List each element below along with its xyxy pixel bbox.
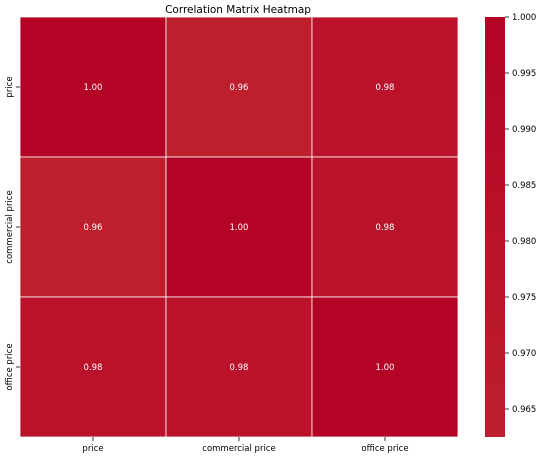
colorbar-tick-label-6: 0.995 [512, 69, 536, 79]
column-tick-labels: price commercial price office price [82, 437, 409, 454]
heatmap-cell-r0-c2 [311, 16, 459, 158]
cell-value-label-r1-c2: 0.98 [376, 223, 395, 233]
heatmap-cell-r0-c1 [165, 16, 313, 158]
cell-value-label-r1-c1: 1.00 [230, 223, 249, 233]
cell-value-label-r1-c0: 0.96 [84, 223, 103, 233]
colorbar-tick-label-1: 0.970 [512, 349, 536, 359]
heatmap-cells: 1.00 0.96 0.98 0.96 1.00 0.98 0.98 0.98 1.00 [19, 16, 459, 438]
colorbar-gradient [485, 17, 505, 437]
colorbar-tick-label-5: 0.990 [512, 125, 536, 135]
chart-title: Correlation Matrix Heatmap [165, 4, 311, 16]
heatmap-cell-r1-c1 [165, 156, 313, 298]
cell-value-label-r2-c1: 0.98 [230, 363, 249, 373]
heatmap-cell-r2-c0 [19, 296, 167, 438]
heatmap-cell-r1-c2 [311, 156, 459, 298]
row-tick-label-0: price [5, 76, 15, 97]
cell-value-label-r0-c2: 0.98 [376, 83, 395, 93]
row-tick-labels: price commercial price office price [5, 76, 20, 391]
cell-value-label-r2-c2: 1.00 [376, 363, 395, 373]
cell-value-label-r0-c1: 0.96 [230, 83, 249, 93]
row-tick-label-1: commercial price [5, 190, 15, 263]
heatmap-cell-r1-c0 [19, 156, 167, 298]
col-tick-label-0: price [82, 444, 103, 454]
colorbar-tick-label-7: 1.000 [512, 13, 536, 23]
colorbar-tick-label-3: 0.980 [512, 237, 536, 247]
cell-value-label-r2-c0: 0.98 [84, 363, 103, 373]
colorbar-tick-label-0: 0.965 [512, 405, 536, 415]
colorbar-tick-label-4: 0.985 [512, 181, 536, 191]
colorbar: 0.965 0.970 0.975 0.980 0.985 0.990 0.995 1.000 [485, 13, 536, 437]
col-tick-label-2: office price [361, 444, 408, 454]
row-tick-label-2: office price [5, 343, 15, 390]
cell-value-label-r0-c0: 1.00 [84, 83, 103, 93]
col-tick-label-1: commercial price [202, 444, 275, 454]
colorbar-tick-label-2: 0.975 [512, 293, 536, 303]
heatmap-cell-r2-c1 [165, 296, 313, 438]
heatmap-cell-r0-c0 [19, 16, 167, 158]
